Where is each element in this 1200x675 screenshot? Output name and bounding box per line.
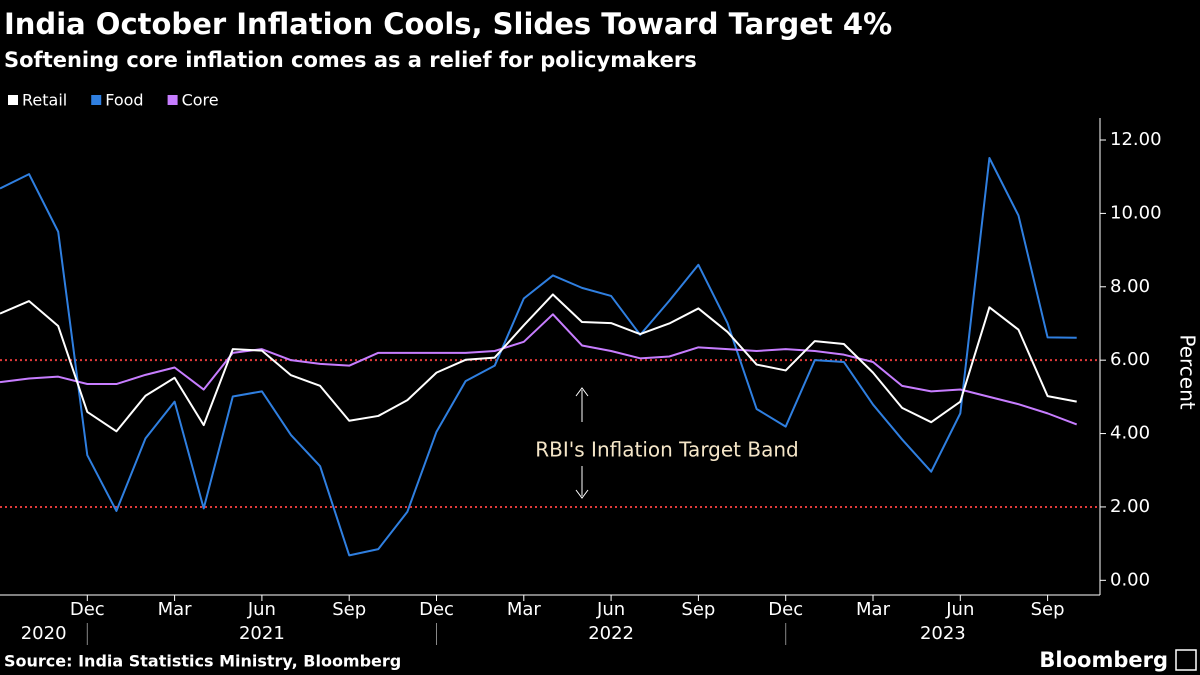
x-tick-label: Mar [158,599,193,620]
x-tick-label: Mar [856,599,891,620]
brand: Bloomberg [1039,648,1168,672]
year-label: 2023 [920,623,966,644]
x-tick-label: Jun [247,599,276,620]
x-tick-label: Jun [596,599,625,620]
y-tick-label: 8.00 [1110,276,1150,297]
legend-label: Retail [22,91,67,110]
year-label: 2021 [239,623,285,644]
legend-label: Food [105,91,143,110]
y-axis-label: Percent [1176,334,1200,409]
source: Source: India Statistics Ministry, Bloom… [4,652,401,671]
y-tick-label: 0.00 [1110,569,1150,590]
x-tick-label: Mar [507,599,542,620]
y-tick-label: 6.00 [1110,349,1150,370]
legend-swatch [8,95,18,105]
x-tick-label: Sep [1031,599,1065,620]
brand-icon [1175,649,1197,671]
year-label: 2022 [588,623,634,644]
series-line [0,156,1077,557]
y-tick-label: 2.00 [1110,496,1150,517]
x-tick-label: Sep [332,599,366,620]
chart-title: India October Inflation Cools, Slides To… [4,7,892,41]
legend-label: Core [182,91,219,110]
x-tick-label: Sep [681,599,715,620]
y-tick-label: 4.00 [1110,423,1150,444]
x-tick-label: Dec [419,599,454,620]
x-tick-label: Dec [768,599,803,620]
y-tick-label: 12.00 [1110,129,1162,150]
series-line [0,313,1078,426]
chart-subtitle: Softening core inflation comes as a reli… [4,48,697,72]
legend-swatch [167,95,178,105]
series-line [0,293,1077,433]
annotation-arrows [575,387,589,499]
y-tick-label: 10.00 [1110,202,1162,223]
x-tick-label: Dec [70,599,105,620]
year-label: 2020 [21,623,67,644]
x-tick-label: Jun [945,599,974,620]
legend-swatch [91,95,102,105]
annotation: RBI's Inflation Target Band [535,438,798,462]
